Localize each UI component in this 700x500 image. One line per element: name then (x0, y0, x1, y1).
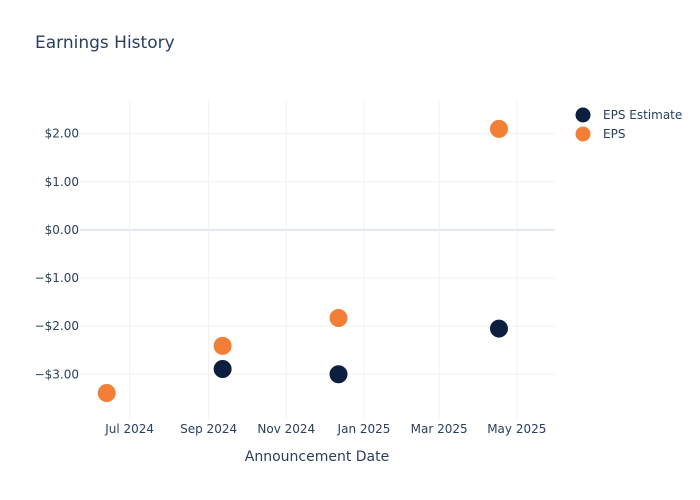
y-axis-ticks: $2.00 $1.00 $0.00 −$1.00 −$2.00 −$3.00 (35, 127, 79, 382)
legend-label: EPS (603, 127, 625, 141)
y-tick-label: −$3.00 (35, 367, 79, 381)
data-points (96, 118, 509, 404)
chart-title: Earnings History (35, 33, 175, 53)
x-axis-ticks: Jul 2024 Sep 2024 Nov 2024 Jan 2025 Mar 2025… (104, 422, 546, 436)
x-tick-label: Jul 2024 (104, 422, 154, 436)
eps-point[interactable] (212, 335, 233, 356)
legend-marker (574, 106, 592, 124)
y-tick-label: $0.00 (45, 223, 79, 237)
legend-marker (574, 125, 592, 143)
x-tick-label: Jan 2025 (337, 422, 391, 436)
eps-estimate-point[interactable] (212, 358, 233, 379)
legend-item[interactable]: EPS Estimate (574, 106, 682, 124)
eps-estimate-point[interactable] (488, 318, 509, 339)
y-tick-label: −$1.00 (35, 271, 79, 285)
x-axis-title: Announcement Date (245, 449, 389, 465)
x-tick-label: May 2025 (487, 422, 546, 436)
legend[interactable]: EPS Estimate EPS (574, 106, 682, 143)
eps-point[interactable] (488, 118, 509, 139)
eps-point[interactable] (96, 383, 117, 404)
y-tick-label: −$2.00 (35, 319, 79, 333)
y-tick-label: $2.00 (45, 127, 79, 141)
y-tick-label: $1.00 (45, 175, 79, 189)
grid-lines (80, 100, 555, 420)
legend-label: EPS Estimate (603, 108, 682, 122)
x-tick-label: Mar 2025 (411, 422, 468, 436)
legend-item[interactable]: EPS (574, 125, 625, 143)
x-tick-label: Sep 2024 (180, 422, 237, 436)
eps-estimate-point[interactable] (328, 364, 349, 385)
eps-point[interactable] (328, 307, 349, 328)
x-tick-label: Nov 2024 (257, 422, 315, 436)
